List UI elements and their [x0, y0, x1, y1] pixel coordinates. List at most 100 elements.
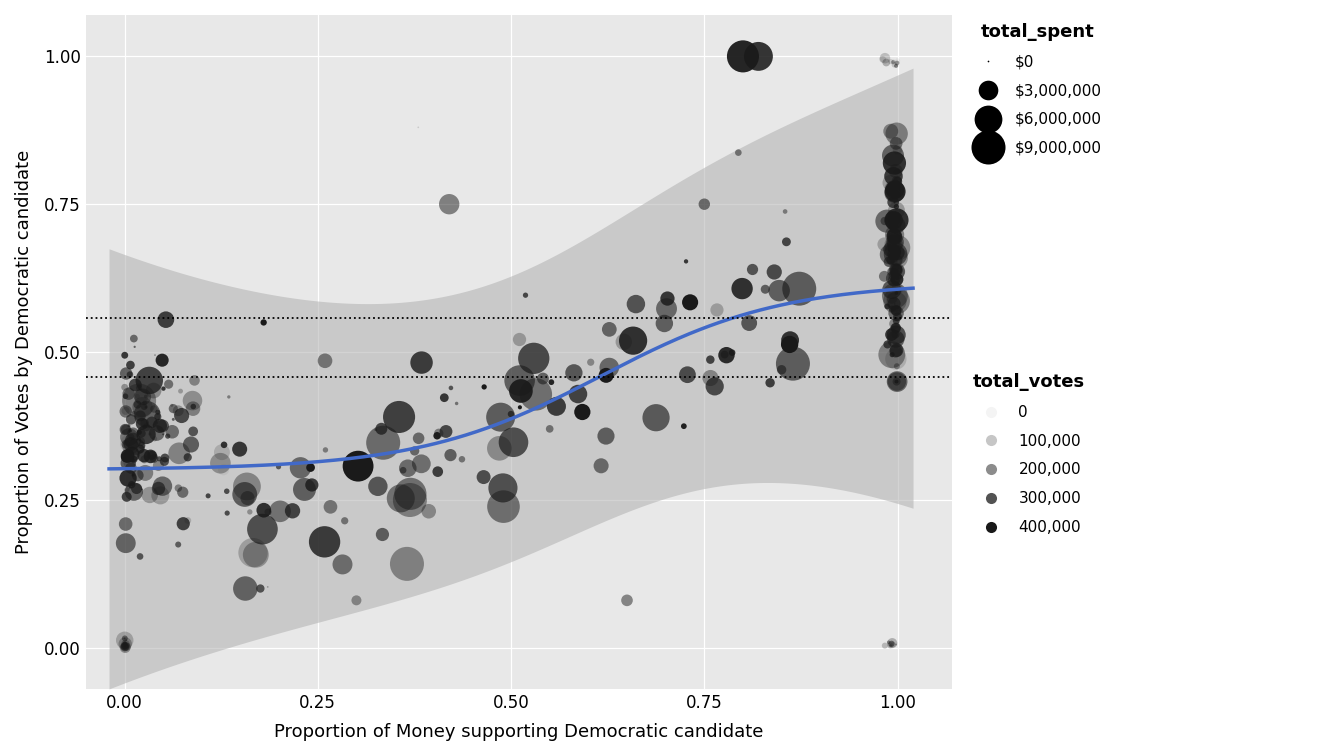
- Point: [320, 500, 341, 513]
- Point: [114, 423, 136, 435]
- Point: [218, 391, 239, 403]
- Point: [886, 333, 907, 345]
- Point: [120, 438, 141, 450]
- Point: [886, 180, 907, 192]
- Point: [130, 439, 152, 451]
- Point: [884, 187, 906, 199]
- Point: [732, 51, 754, 63]
- Point: [333, 515, 355, 527]
- Point: [763, 266, 785, 278]
- Point: [883, 318, 905, 330]
- Point: [114, 638, 136, 650]
- Point: [120, 431, 141, 443]
- Point: [523, 352, 544, 364]
- Point: [883, 170, 905, 182]
- Point: [181, 395, 203, 407]
- Point: [121, 448, 142, 460]
- Point: [134, 417, 156, 429]
- Point: [134, 397, 156, 409]
- Point: [653, 318, 675, 330]
- Point: [774, 206, 796, 218]
- Point: [347, 460, 368, 472]
- Point: [171, 410, 192, 422]
- Point: [622, 335, 644, 347]
- Point: [886, 274, 907, 286]
- Point: [771, 364, 793, 376]
- Point: [372, 437, 394, 449]
- Point: [116, 491, 137, 503]
- Point: [880, 251, 902, 263]
- Point: [880, 177, 902, 189]
- Point: [129, 550, 151, 562]
- Point: [120, 462, 141, 474]
- Point: [884, 328, 906, 340]
- Point: [473, 471, 495, 483]
- Point: [886, 214, 907, 226]
- Point: [114, 637, 136, 649]
- Point: [722, 346, 743, 358]
- Point: [886, 128, 907, 140]
- Point: [886, 307, 907, 319]
- Point: [509, 401, 531, 414]
- Point: [887, 204, 909, 216]
- Point: [673, 420, 695, 432]
- Point: [251, 523, 273, 535]
- Point: [148, 453, 169, 465]
- Point: [138, 374, 160, 386]
- Point: [114, 633, 136, 645]
- Point: [887, 246, 909, 259]
- Point: [515, 289, 536, 301]
- Point: [704, 380, 726, 392]
- Point: [372, 528, 394, 541]
- Point: [872, 53, 894, 65]
- Point: [253, 317, 274, 329]
- Point: [183, 401, 204, 413]
- Point: [124, 454, 145, 466]
- Point: [884, 298, 906, 310]
- Point: [142, 403, 164, 415]
- Point: [114, 634, 136, 646]
- Point: [780, 339, 801, 351]
- Point: [727, 147, 749, 159]
- Point: [146, 427, 168, 439]
- Point: [396, 462, 418, 474]
- Point: [886, 246, 907, 258]
- Point: [645, 412, 667, 424]
- Point: [493, 500, 515, 513]
- Point: [242, 547, 263, 559]
- Point: [257, 506, 278, 518]
- Point: [177, 514, 199, 526]
- Point: [886, 204, 907, 216]
- Point: [157, 378, 179, 390]
- Point: [116, 537, 137, 549]
- Point: [598, 324, 620, 336]
- Point: [887, 144, 909, 156]
- Point: [884, 246, 906, 258]
- Point: [882, 302, 903, 314]
- Point: [114, 640, 136, 652]
- Point: [882, 274, 903, 286]
- Point: [140, 451, 161, 463]
- Point: [114, 637, 136, 649]
- Point: [452, 453, 473, 465]
- Point: [198, 490, 219, 502]
- Point: [489, 442, 511, 454]
- Point: [149, 420, 171, 432]
- Point: [434, 392, 456, 404]
- Point: [874, 238, 895, 250]
- Point: [177, 451, 199, 463]
- Point: [228, 443, 250, 455]
- Point: [882, 231, 903, 243]
- Point: [884, 243, 906, 255]
- Point: [153, 455, 175, 467]
- Point: [146, 406, 168, 418]
- Point: [780, 334, 801, 346]
- Point: [129, 410, 151, 422]
- Point: [884, 243, 906, 256]
- Point: [118, 456, 140, 468]
- Point: [884, 197, 906, 209]
- Point: [116, 438, 137, 451]
- Point: [884, 290, 906, 302]
- Point: [134, 390, 156, 402]
- Point: [214, 438, 235, 451]
